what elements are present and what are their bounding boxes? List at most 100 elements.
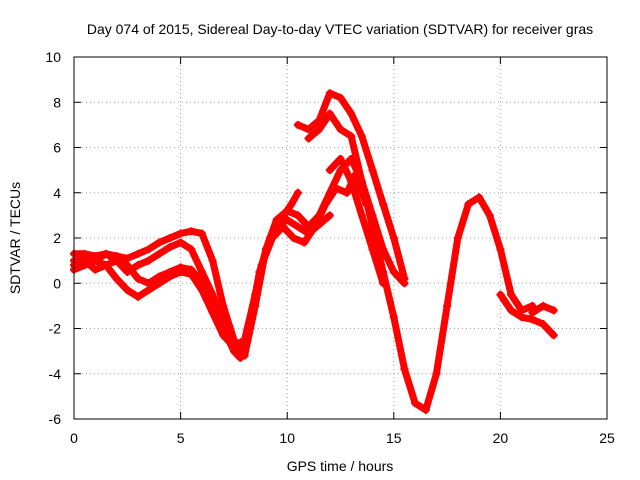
data-point bbox=[517, 313, 526, 322]
data-point bbox=[101, 261, 110, 270]
x-tick-label: 20 bbox=[493, 430, 509, 446]
data-point bbox=[208, 308, 217, 317]
data-point bbox=[236, 353, 245, 362]
data-point bbox=[165, 272, 174, 281]
data-point bbox=[389, 234, 398, 242]
data-point bbox=[357, 132, 366, 141]
data-point bbox=[304, 222, 313, 231]
data-point bbox=[325, 166, 334, 175]
data-point bbox=[219, 331, 228, 340]
axis-ticks bbox=[73, 56, 608, 420]
data-point bbox=[283, 206, 292, 215]
x-tick-label: 10 bbox=[279, 430, 295, 446]
data-point bbox=[251, 290, 260, 299]
data-point bbox=[347, 177, 356, 186]
data-point bbox=[539, 301, 548, 310]
series-line bbox=[305, 110, 408, 287]
data-point bbox=[278, 222, 287, 231]
series-line bbox=[326, 155, 387, 287]
data-point bbox=[443, 301, 452, 310]
series-trace-8 bbox=[496, 290, 558, 340]
data-point bbox=[453, 234, 462, 242]
data-point bbox=[176, 229, 185, 238]
data-point bbox=[187, 245, 196, 254]
data-point bbox=[507, 290, 516, 299]
data-point bbox=[187, 227, 196, 236]
series-trace-5 bbox=[293, 89, 409, 283]
data-point bbox=[123, 261, 132, 270]
data-point bbox=[379, 279, 388, 288]
data-point bbox=[315, 211, 324, 220]
data-point bbox=[165, 234, 174, 242]
data-point bbox=[176, 267, 185, 276]
data-point bbox=[287, 200, 296, 209]
data-point bbox=[304, 134, 313, 143]
data-point bbox=[549, 306, 558, 315]
series-trace-9 bbox=[528, 301, 558, 317]
data-point bbox=[293, 120, 302, 129]
data-point bbox=[133, 292, 142, 301]
data-point bbox=[80, 256, 89, 265]
data-point bbox=[315, 125, 324, 134]
data-point bbox=[347, 132, 356, 141]
data-point bbox=[342, 188, 351, 197]
data-point bbox=[528, 308, 537, 317]
data-point bbox=[91, 265, 100, 274]
data-point bbox=[187, 270, 196, 279]
data-point bbox=[496, 245, 505, 254]
data-point bbox=[357, 177, 366, 186]
data-point bbox=[208, 256, 217, 265]
data-point bbox=[133, 274, 142, 283]
data-point bbox=[389, 267, 398, 276]
data-point bbox=[112, 274, 121, 283]
series-line bbox=[70, 155, 536, 414]
data-point bbox=[496, 290, 505, 299]
data-point bbox=[549, 331, 558, 340]
y-tick-label: -6 bbox=[49, 411, 62, 427]
data-point bbox=[304, 125, 313, 134]
y-tick-label: 10 bbox=[45, 49, 61, 65]
data-point bbox=[293, 222, 302, 231]
data-point bbox=[336, 93, 345, 102]
data-point bbox=[325, 89, 334, 98]
chart-title: Day 074 of 2015, Sidereal Day-to-day VTE… bbox=[87, 21, 593, 37]
y-tick-label: 0 bbox=[53, 275, 61, 291]
series-trace-6 bbox=[304, 109, 409, 288]
data-point bbox=[165, 243, 174, 252]
x-tick-label: 0 bbox=[70, 430, 78, 446]
data-point bbox=[379, 200, 388, 209]
data-point bbox=[379, 245, 388, 254]
data-point bbox=[485, 211, 494, 220]
data-point bbox=[144, 245, 153, 254]
y-tick-label: -4 bbox=[49, 366, 62, 382]
data-point bbox=[197, 267, 206, 276]
data-point bbox=[176, 238, 185, 247]
y-tick-label: -2 bbox=[49, 321, 62, 337]
series-line bbox=[496, 291, 558, 339]
data-point bbox=[528, 301, 537, 310]
data-point bbox=[528, 315, 537, 324]
data-point bbox=[229, 342, 238, 351]
data-point bbox=[283, 215, 292, 224]
x-tick-label: 25 bbox=[599, 430, 615, 446]
y-axis-label: SDTVAR / TECUs bbox=[7, 182, 23, 294]
y-tick-label: 8 bbox=[53, 94, 61, 110]
x-axis-label: GPS time / hours bbox=[287, 458, 394, 474]
data-point bbox=[325, 211, 334, 220]
y-tick-label: 4 bbox=[53, 185, 61, 201]
y-tick-label: 2 bbox=[53, 230, 61, 246]
grid bbox=[74, 57, 607, 419]
data-point bbox=[325, 188, 334, 197]
data-point bbox=[368, 211, 377, 220]
data-point bbox=[240, 335, 249, 344]
data-point bbox=[133, 249, 142, 258]
data-point bbox=[155, 238, 164, 247]
data-point bbox=[91, 256, 100, 265]
data-point bbox=[272, 215, 281, 224]
data-point bbox=[368, 166, 377, 175]
series-group bbox=[70, 89, 558, 414]
data-point bbox=[325, 109, 334, 118]
data-point bbox=[144, 286, 153, 295]
data-point bbox=[155, 249, 164, 258]
